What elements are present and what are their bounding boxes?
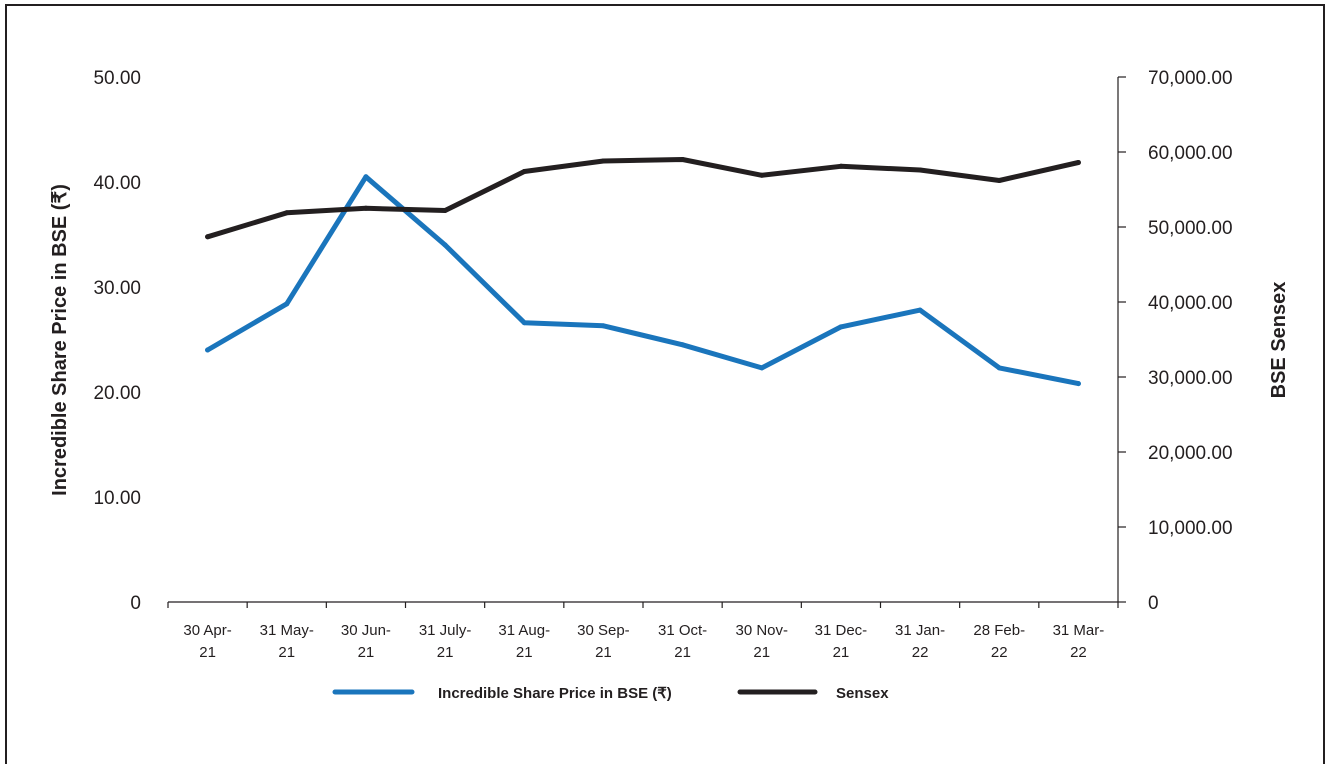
data-point-series-0 [363, 174, 368, 179]
x-tick-label: 21 [278, 644, 295, 661]
left-y-tick-label: 0 [130, 593, 141, 614]
x-tick-label: 21 [516, 644, 533, 661]
right-y-tick-label: 10,000.00 [1148, 518, 1233, 539]
x-tick-label: 31 Dec- [815, 622, 868, 639]
left-y-tick-label: 20.00 [93, 383, 141, 404]
axes [168, 77, 1126, 608]
x-tick-label: 21 [437, 644, 454, 661]
x-tick-label: 31 Jan- [895, 622, 945, 639]
x-tick-label: 30 Apr- [183, 622, 231, 639]
x-tick-label: 31 Aug- [498, 622, 550, 639]
data-point-series-0 [443, 243, 448, 248]
x-tick-label: 31 Mar- [1053, 622, 1105, 639]
right-y-tick-label: 60,000.00 [1148, 143, 1233, 164]
data-point-series-1 [1076, 160, 1081, 165]
data-point-series-0 [601, 323, 606, 328]
x-tick-label: 21 [753, 644, 770, 661]
x-tick-label: 28 Feb- [973, 622, 1025, 639]
x-tick-label: 31 July- [419, 622, 472, 639]
data-point-series-1 [443, 208, 448, 213]
data-point-series-0 [997, 365, 1002, 370]
x-tick-label: 30 Jun- [341, 622, 391, 639]
x-tick-label: 21 [833, 644, 850, 661]
data-point-series-1 [601, 159, 606, 164]
legend-label-0: Incredible Share Price in BSE (₹) [438, 685, 672, 702]
left-y-tick-label: 30.00 [93, 278, 141, 299]
x-tick-label: 21 [358, 644, 375, 661]
data-point-series-0 [205, 348, 210, 353]
data-point-series-1 [838, 164, 843, 169]
left-y-axis-title: Incredible Share Price in BSE (₹) [49, 184, 71, 496]
data-point-series-0 [284, 301, 289, 306]
right-y-tick-label: 20,000.00 [1148, 443, 1233, 464]
data-point-series-1 [997, 178, 1002, 183]
x-tick-label: 21 [199, 644, 216, 661]
left-y-tick-label: 50.00 [93, 68, 141, 89]
right-y-axis-title: BSE Sensex [1268, 282, 1290, 399]
data-point-series-0 [838, 324, 843, 329]
x-tick-label: 30 Sep- [577, 622, 630, 639]
data-point-series-0 [759, 365, 764, 370]
x-tick-label: 21 [674, 644, 691, 661]
right-y-tick-label: 0 [1148, 593, 1159, 614]
axis-labels: 0 10,000.00 20,000.00 30,000.00 40,000.00 50,… [49, 68, 1290, 661]
right-y-tick-label: 30,000.00 [1148, 368, 1233, 389]
data-point-series-1 [363, 206, 368, 211]
data-point-series-1 [918, 168, 923, 173]
data-point-series-0 [680, 342, 685, 347]
right-y-tick-label: 50,000.00 [1148, 218, 1233, 239]
right-y-tick-label: 70,000.00 [1148, 68, 1233, 89]
x-tick-label: 31 Oct- [658, 622, 707, 639]
series-lines [205, 157, 1081, 386]
left-y-tick-label: 40.00 [93, 173, 141, 194]
data-point-series-1 [284, 210, 289, 215]
data-point-series-1 [759, 173, 764, 178]
right-y-tick-label: 40,000.00 [1148, 293, 1233, 314]
data-point-series-1 [522, 169, 527, 174]
data-point-series-0 [522, 320, 527, 325]
x-tick-label: 22 [912, 644, 929, 661]
x-tick-label: 30 Nov- [735, 622, 788, 639]
data-point-series-0 [918, 308, 923, 313]
left-y-tick-label: 10.00 [93, 488, 141, 509]
legend-label-1: Sensex [836, 685, 889, 702]
x-tick-label: 22 [1070, 644, 1087, 661]
data-point-series-1 [680, 157, 685, 162]
x-tick-label: 22 [991, 644, 1008, 661]
legend: Incredible Share Price in BSE (₹) Sensex [335, 685, 889, 702]
x-tick-label: 21 [595, 644, 612, 661]
x-tick-label: 31 May- [260, 622, 314, 639]
data-point-series-0 [1076, 381, 1081, 386]
data-point-series-1 [205, 234, 210, 239]
